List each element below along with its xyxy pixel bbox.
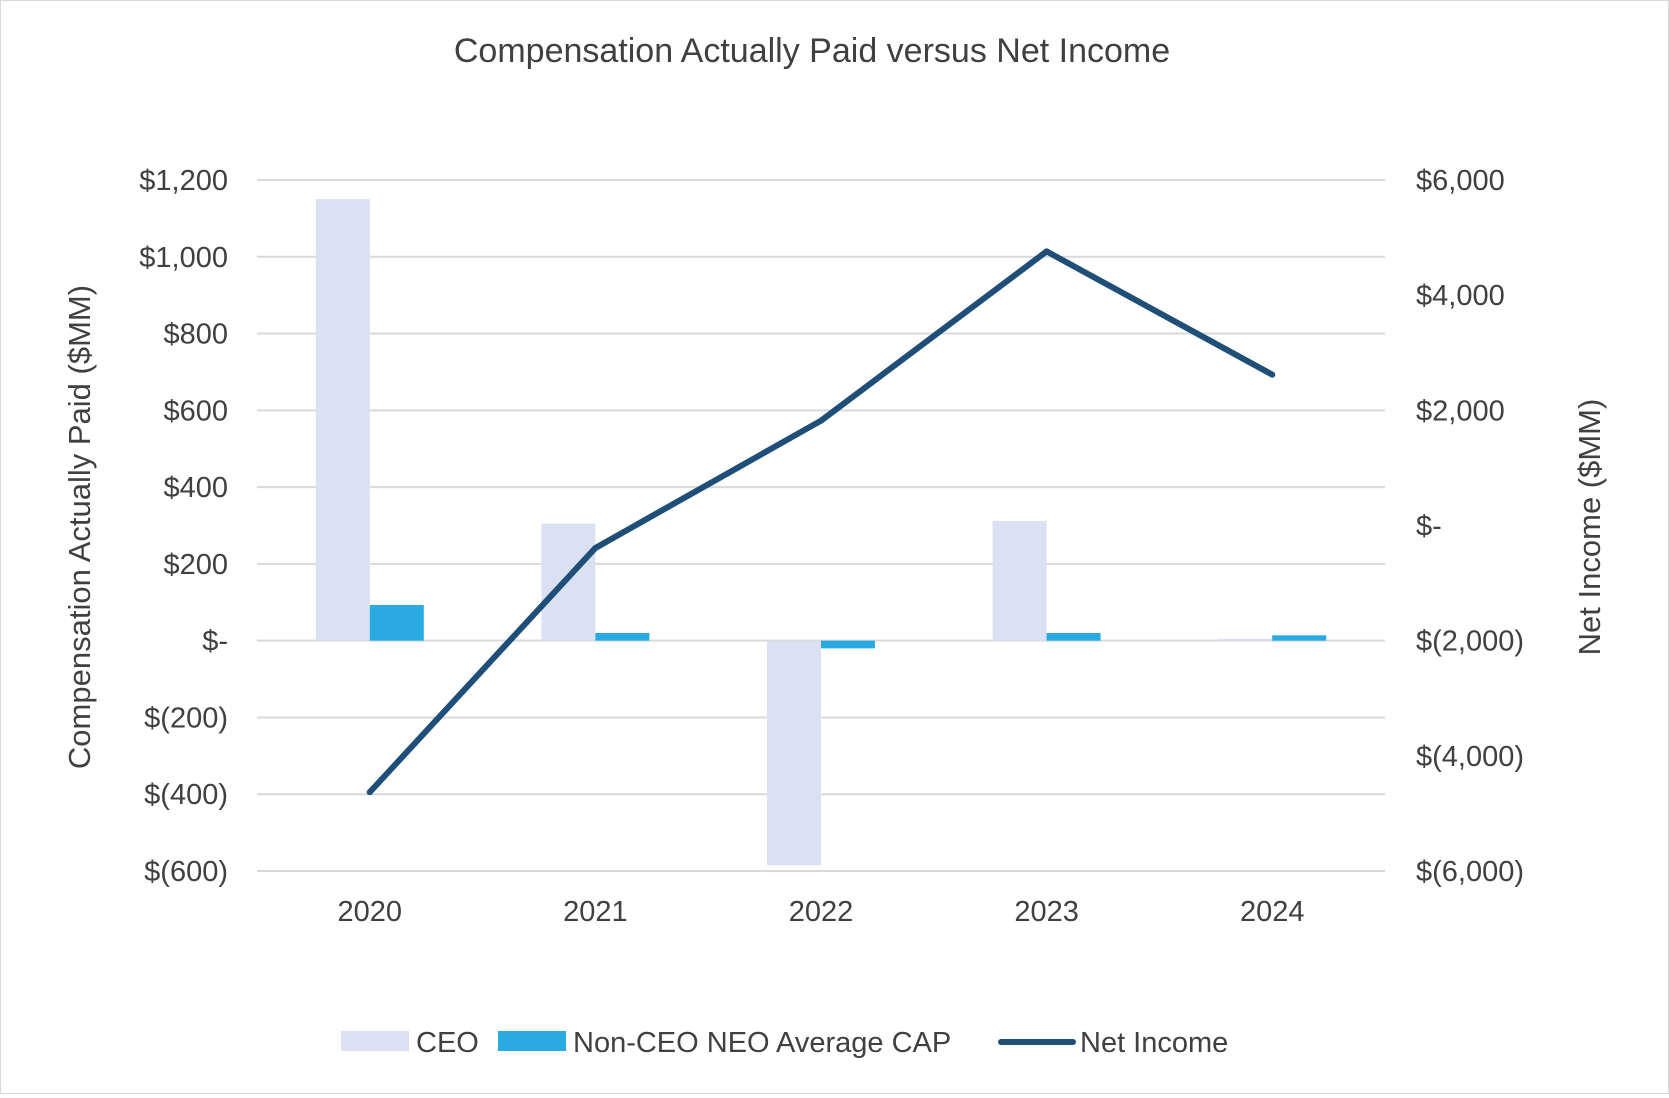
x-tick-label: 2023 — [1014, 896, 1079, 928]
neo-bar — [821, 640, 875, 649]
right-tick-label: $2,000 — [1416, 395, 1505, 427]
ceo-bar — [541, 523, 596, 641]
net-income-line-group — [366, 248, 1276, 796]
x-tick-label: 2020 — [338, 896, 403, 928]
neo-bar — [1272, 635, 1327, 641]
right-axis-title: Net Income ($MM) — [1572, 399, 1607, 656]
right-tick-label: $(4,000) — [1416, 741, 1524, 773]
net-income-point — [1043, 248, 1050, 255]
ceo-bar — [1218, 638, 1273, 641]
left-tick-label: $(200) — [144, 702, 228, 734]
legend-ceo-label: CEO — [416, 1027, 479, 1059]
legend-ceo-swatch — [341, 1031, 409, 1051]
ceo-bar — [315, 199, 370, 641]
right-tick-label: $(6,000) — [1416, 856, 1524, 888]
right-tick-label: $- — [1416, 511, 1442, 543]
left-axis-ticks: $1,200 $1,000 $800 $600 $400 $200 $- $(200) $(40… — [139, 165, 228, 888]
right-tick-label: $4,000 — [1416, 280, 1505, 312]
left-tick-label: $(600) — [144, 856, 228, 888]
legend: CEO Non-CEO NEO Average CAP Net Income — [341, 1027, 1228, 1059]
chart-title: Compensation Actually Paid versus Net In… — [454, 32, 1170, 70]
legend-neo-swatch — [498, 1031, 566, 1051]
left-tick-label: $800 — [163, 319, 228, 351]
left-tick-label: $1,000 — [139, 242, 228, 274]
x-tick-label: 2024 — [1240, 896, 1305, 928]
legend-net-income-label: Net Income — [1080, 1027, 1228, 1059]
net-income-point — [592, 544, 599, 551]
net-income-point — [1269, 371, 1276, 378]
left-axis-title: Compensation Actually Paid ($MM) — [62, 285, 97, 769]
right-tick-label: $(2,000) — [1416, 626, 1524, 658]
neo-bar — [1046, 632, 1101, 641]
right-tick-label: $6,000 — [1416, 165, 1505, 197]
legend-neo-label: Non-CEO NEO Average CAP — [573, 1027, 951, 1059]
ceo-bar — [992, 520, 1047, 641]
left-tick-label: $600 — [163, 395, 228, 427]
right-axis-ticks: $6,000 $4,000 $2,000 $- $(2,000) $(4,000) $(6,… — [1416, 165, 1524, 888]
x-tick-label: 2021 — [563, 896, 628, 928]
net-income-point — [366, 789, 373, 796]
neo-bar — [595, 632, 650, 641]
ceo-bar — [767, 640, 821, 866]
net-income-point — [818, 417, 824, 424]
bars — [315, 199, 1327, 866]
x-axis-ticks: 2020 2021 2022 2023 2024 — [338, 896, 1305, 928]
neo-bar — [369, 604, 424, 641]
left-tick-label: $1,200 — [139, 165, 228, 197]
left-tick-label: $(400) — [144, 779, 228, 811]
left-tick-label: $200 — [163, 549, 228, 581]
left-tick-label: $400 — [163, 472, 228, 504]
left-tick-label: $- — [202, 626, 228, 658]
x-tick-label: 2022 — [789, 896, 854, 928]
